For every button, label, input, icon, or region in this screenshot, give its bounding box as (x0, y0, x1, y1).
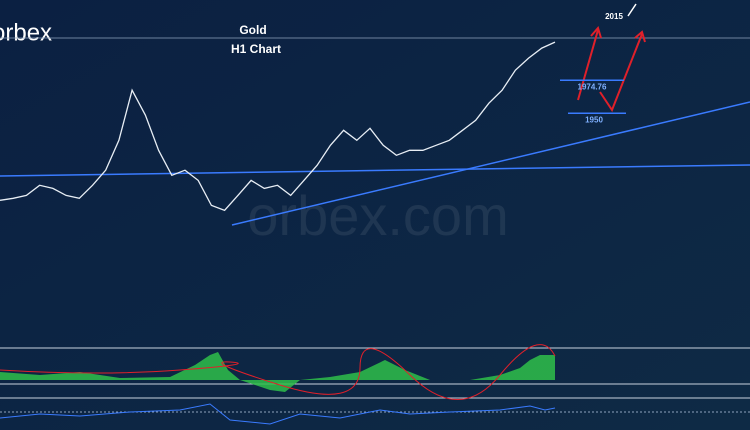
level-label: 1974.76 (578, 82, 607, 91)
price-line (0, 41, 556, 212)
arrow-head (590, 25, 602, 39)
watermark: orbex.com (247, 184, 508, 247)
trend-line (0, 164, 750, 177)
arrow (627, 3, 637, 17)
level-label: 1950 (585, 115, 603, 124)
chart-title: Gold (239, 23, 266, 37)
chart-subtitle: H1 Chart (231, 42, 281, 56)
arrow (577, 29, 599, 101)
trend-line (231, 101, 750, 226)
macd-signal (0, 344, 556, 400)
logo: orbex (0, 19, 52, 46)
level-label: 2015 (605, 12, 623, 21)
rsi-line (0, 403, 556, 425)
arrow (599, 33, 643, 113)
arrow-head (634, 30, 646, 43)
